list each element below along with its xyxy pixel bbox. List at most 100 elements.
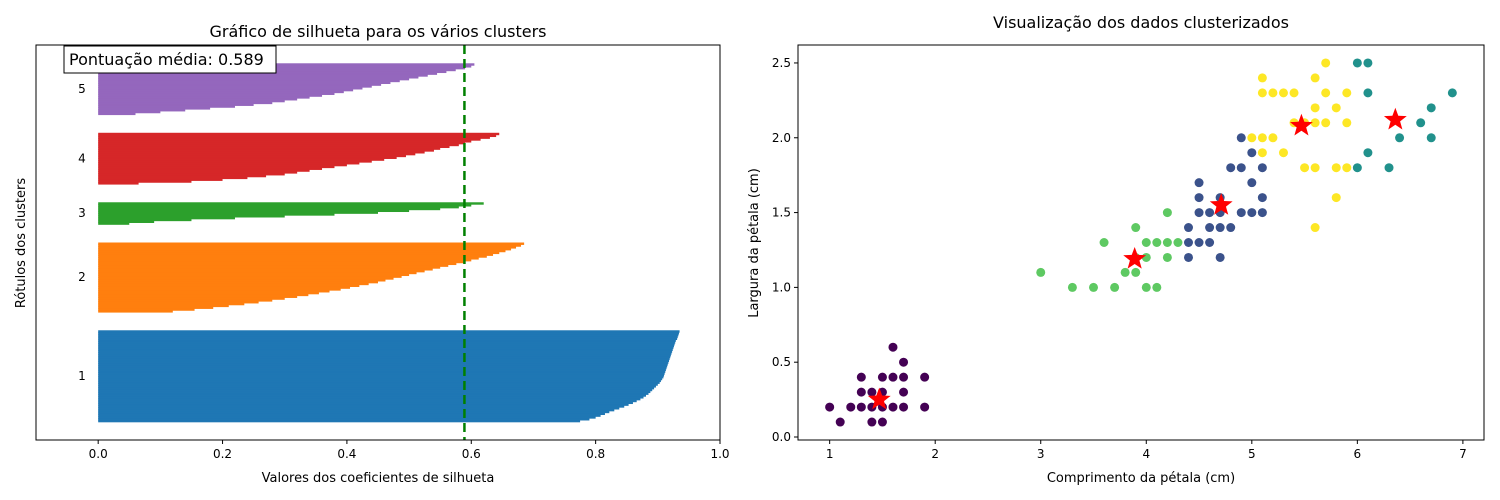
silhouette-bar: [98, 151, 425, 154]
silhouette-bar: [98, 207, 441, 211]
silhouette-bar: [98, 330, 680, 333]
silhouette-bar: [98, 392, 649, 395]
silhouette-bar: [98, 140, 472, 143]
x-tick-label: 4: [1142, 447, 1150, 461]
cluster-4-silhouette: [98, 132, 500, 185]
scatter-point: [1310, 163, 1320, 173]
scatter-point: [1110, 282, 1120, 292]
scatter-point: [1194, 178, 1204, 188]
scatter-point: [1205, 238, 1215, 247]
silhouette-bar: [98, 405, 625, 408]
scatter-point: [1205, 223, 1215, 233]
scatter-x-ticks: 1 2 3 4 5 6 7: [826, 440, 1467, 461]
scatter-point: [1152, 238, 1162, 247]
scatter-point: [1205, 208, 1215, 218]
scatter-point: [1162, 208, 1172, 218]
scatter-point: [1300, 163, 1310, 173]
scatter-point: [1152, 282, 1162, 292]
silhouette-bar: [98, 333, 679, 337]
centroid-markers: [867, 107, 1407, 410]
scatter-point: [1141, 282, 1151, 292]
silhouette-bar: [98, 202, 484, 205]
cluster-labels: 1 2 3 4 5: [78, 82, 86, 383]
silhouette-bar: [98, 397, 641, 401]
silhouette-bar: [98, 213, 335, 216]
silhouette-bar: [98, 374, 665, 377]
scatter-y-ticks: 0.0 0.5 1.0 1.5 2.0 2.5: [772, 56, 798, 444]
scatter-point: [1310, 73, 1320, 83]
scatter-point: [867, 417, 877, 427]
y-tick-label: 1.0: [772, 280, 791, 294]
scatter-point: [1162, 238, 1172, 247]
silhouette-panel: Gráfico de silhueta para os vários clust…: [14, 22, 730, 486]
silhouette-bar: [98, 269, 425, 273]
silhouette-bar: [98, 145, 450, 149]
silhouette-x-ticks: 0.0 0.2 0.4 0.6 0.8 1.0: [89, 440, 730, 461]
y-tick-label: 1.5: [772, 206, 791, 220]
silhouette-bar: [98, 268, 433, 271]
x-tick-label: 5: [1248, 447, 1256, 461]
silhouette-bar: [98, 368, 666, 372]
scatter-point: [1247, 148, 1257, 158]
scatter-point: [1226, 163, 1236, 173]
scatter-point: [1257, 88, 1267, 98]
silhouette-bar: [98, 74, 428, 77]
scatter-point: [920, 372, 930, 382]
silhouette-bar: [98, 383, 658, 386]
silhouette-bar: [98, 63, 475, 66]
silhouette-bar: [98, 335, 678, 339]
silhouette-bar: [98, 310, 173, 313]
silhouette-bar: [98, 399, 637, 403]
silhouette-bar: [98, 352, 672, 355]
cluster-label-2: 2: [78, 270, 86, 284]
scatter-point: [1310, 223, 1320, 233]
silhouette-bar: [98, 251, 500, 255]
x-tick-label: 2: [931, 447, 939, 461]
scatter-point: [899, 372, 909, 382]
silhouette-bar: [98, 215, 285, 218]
silhouette-bar: [98, 350, 673, 353]
silhouette-bar: [98, 79, 400, 83]
scatter-point: [856, 387, 866, 397]
silhouette-bar: [98, 222, 130, 225]
silhouette-bar: [98, 361, 669, 364]
scatter-point: [1257, 208, 1267, 218]
scatter-point: [1331, 163, 1341, 173]
silhouette-axes-frame: [35, 44, 721, 441]
centroid-star: [1123, 246, 1147, 269]
scatter-point: [1236, 163, 1246, 173]
scatter-point: [1363, 58, 1373, 68]
scatter-point: [1257, 148, 1267, 158]
scatter-points: [825, 58, 1457, 427]
silhouette-bar: [98, 246, 517, 249]
scatter-point: [1089, 282, 1099, 292]
silhouette-bar: [98, 291, 319, 295]
scatter-point: [1331, 193, 1341, 203]
silhouette-bar: [98, 83, 382, 86]
silhouette-bar: [98, 87, 363, 90]
silhouette-bar: [98, 156, 397, 159]
silhouette-bar: [98, 249, 506, 253]
centroid-star: [1209, 193, 1233, 215]
silhouette-bar: [98, 99, 285, 103]
silhouette-bar: [98, 242, 525, 245]
silhouette-bar: [98, 341, 676, 344]
silhouette-bar: [98, 209, 410, 213]
scatter-point: [846, 402, 856, 412]
scatter-point: [1194, 208, 1204, 218]
silhouette-bar: [98, 152, 416, 156]
silhouette-bar: [98, 171, 298, 174]
silhouette-bar: [98, 346, 674, 350]
silhouette-bar: [98, 385, 656, 388]
silhouette-bar: [98, 297, 285, 300]
silhouette-bar: [98, 81, 391, 85]
silhouette-bar: [98, 377, 663, 381]
silhouette-bar: [98, 211, 378, 214]
cluster-series-3: [1352, 58, 1457, 173]
scatter-y-label: Largura da pétala (cm): [747, 168, 762, 318]
silhouette-bar: [98, 412, 605, 415]
scatter-point: [1331, 103, 1341, 113]
silhouette-bar: [98, 388, 653, 392]
scatter-axes-frame: [797, 44, 1485, 441]
scatter-point: [1342, 163, 1352, 173]
